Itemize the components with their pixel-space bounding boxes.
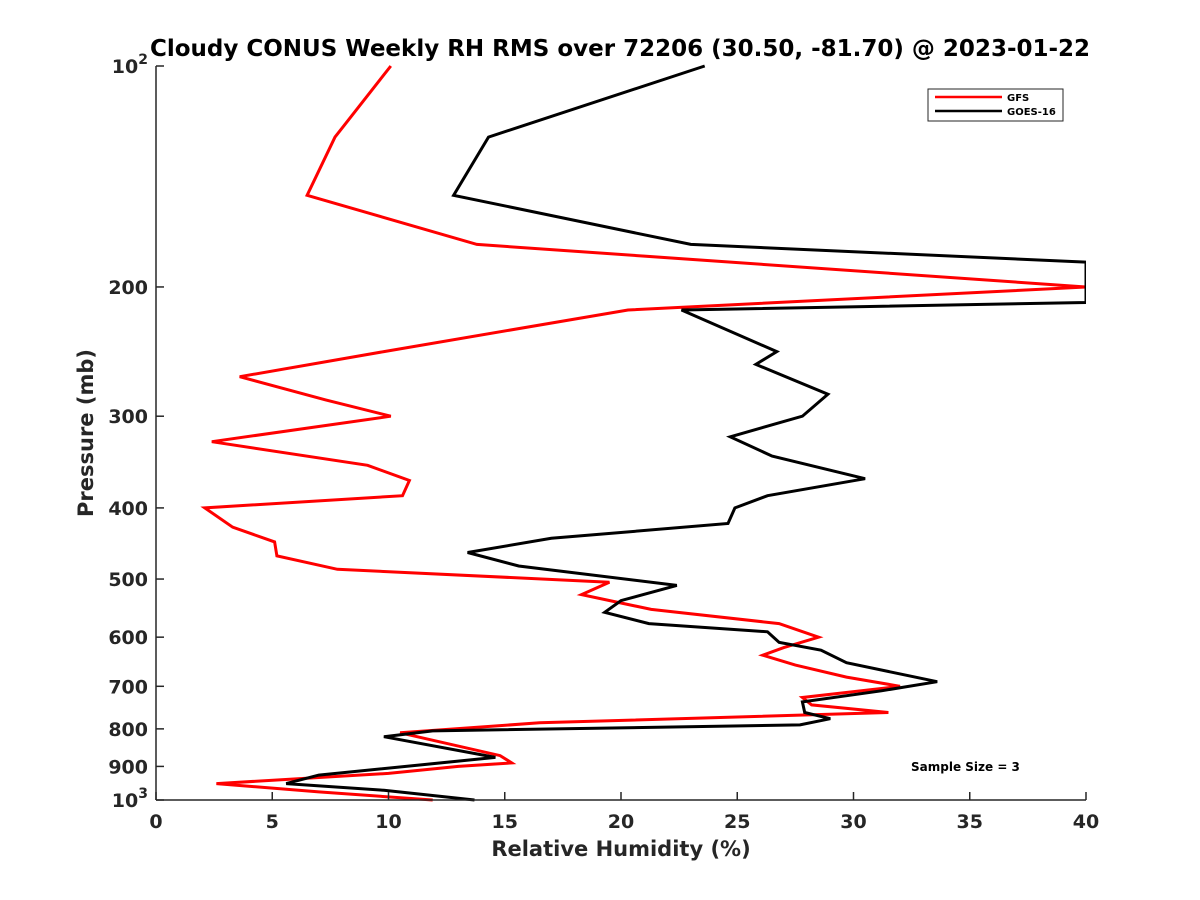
x-tick-label: 35 [957, 811, 983, 833]
y-tick-label: 700 [108, 676, 148, 698]
x-tick-label: 10 [375, 811, 401, 833]
y-tick-label: 103 [112, 786, 148, 812]
y-tick-label: 102 [112, 52, 148, 78]
y-tick-label: 300 [108, 406, 148, 428]
x-tick-label: 40 [1073, 811, 1099, 833]
y-tick-label: 200 [108, 277, 148, 299]
chart-title: Cloudy CONUS Weekly RH RMS over 72206 (3… [150, 36, 1090, 62]
sample-size-annotation: Sample Size = 3 [911, 760, 1020, 774]
y-tick-label: 800 [108, 719, 148, 741]
y-ticks: 102 200 300 400 500 600 700 800 900 103 [108, 52, 164, 812]
series-line-goes16 [285, 64, 1086, 802]
x-tick-label: 0 [149, 811, 162, 833]
y-tick-label: 400 [108, 498, 148, 520]
x-tick-label: 5 [266, 811, 279, 833]
x-tick-label: 20 [608, 811, 634, 833]
series-line-gfs [200, 65, 1086, 802]
legend-label-gfs: GFS [1007, 93, 1029, 104]
x-tick-label: 15 [492, 811, 518, 833]
y-axis-label: Pressure (mb) [74, 349, 98, 517]
legend-box [927, 88, 1064, 122]
legend: GFS GOES-16 [927, 88, 1064, 122]
y-tick-label: 900 [108, 756, 148, 778]
x-tick-label: 30 [840, 811, 866, 833]
series-layer [200, 64, 1086, 802]
x-ticks: 0 5 10 15 20 25 30 35 40 [149, 792, 1099, 833]
x-axis-label: Relative Humidity (%) [491, 837, 750, 861]
plot-area [156, 66, 1086, 800]
y-tick-label: 600 [108, 627, 148, 649]
legend-label-goes16: GOES-16 [1007, 107, 1056, 118]
x-tick-label: 25 [724, 811, 750, 833]
y-tick-label: 500 [108, 569, 148, 591]
